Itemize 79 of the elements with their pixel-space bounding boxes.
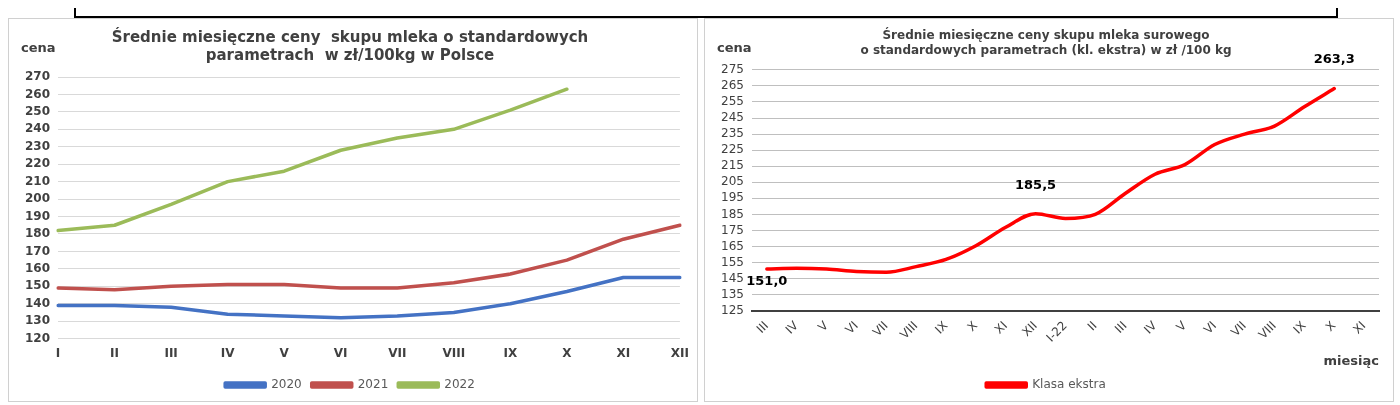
x-tick-label: IV bbox=[1141, 317, 1160, 337]
y-tick-label: 160 bbox=[24, 260, 51, 275]
legend-label: 2022 bbox=[444, 377, 475, 392]
y-tick-label: 150 bbox=[24, 278, 51, 293]
x-tick-label: VIII bbox=[1255, 318, 1279, 342]
legend-label: 2020 bbox=[271, 377, 302, 392]
x-tick-label: II bbox=[1084, 318, 1100, 334]
y-tick-label: 240 bbox=[24, 121, 51, 136]
x-tick-label: XII bbox=[670, 345, 689, 360]
y-tick-label: 145 bbox=[721, 270, 744, 285]
y-tick-label: 225 bbox=[721, 142, 744, 157]
x-tick-label: IV bbox=[220, 345, 236, 360]
x-tick-label: III bbox=[1112, 318, 1130, 336]
text: Średnie miesięczne ceny skupu mleka surowego bbox=[882, 28, 1210, 43]
x-tick-label: XI bbox=[991, 318, 1011, 337]
x-tick-label: VII bbox=[1228, 318, 1249, 340]
y-tick-label: 255 bbox=[721, 94, 744, 109]
x-tick-label: X bbox=[964, 318, 981, 335]
line-series bbox=[765, 86, 1336, 275]
y-tick-label: 140 bbox=[24, 295, 51, 310]
y-tick-label: 200 bbox=[24, 191, 51, 206]
x-tick-label: III bbox=[753, 318, 772, 336]
x-axis-title: miesiąc bbox=[1323, 352, 1379, 368]
y-tick-label: 230 bbox=[24, 138, 51, 153]
x-tick-label: X bbox=[562, 345, 573, 360]
data-label: 263,3 bbox=[1313, 51, 1355, 67]
x-tick-label: XI bbox=[616, 345, 631, 360]
y-tick-label: 135 bbox=[721, 286, 744, 301]
x-tick-label: VIII bbox=[442, 345, 466, 360]
y-tick-label: 220 bbox=[24, 156, 51, 171]
y-tick-label: 130 bbox=[24, 313, 51, 328]
y-tick-label: 125 bbox=[721, 302, 744, 317]
x-tick-label: V bbox=[815, 317, 832, 335]
y-tick-label: 215 bbox=[721, 158, 744, 173]
y-tick-label: 250 bbox=[24, 104, 51, 118]
y-tick-label: 155 bbox=[721, 254, 744, 269]
x-tick-label: IX bbox=[503, 345, 518, 360]
x-tick-label: X bbox=[1322, 318, 1339, 335]
x-tick-label: XI bbox=[1350, 318, 1369, 337]
y-axis-title: cena bbox=[21, 40, 56, 56]
x-tick-label: IX bbox=[932, 318, 951, 337]
y-tick-label: 190 bbox=[24, 208, 51, 223]
y-tick-label: 170 bbox=[24, 243, 51, 258]
text: parametrach w zł/100kg w Polsce bbox=[205, 45, 495, 64]
x-tick-label: VI bbox=[842, 318, 861, 337]
data-label: 185,5 bbox=[1015, 176, 1057, 192]
y-tick-label: 185 bbox=[721, 206, 744, 221]
x-tick-label: II bbox=[110, 345, 120, 360]
x-tick-label: XII bbox=[1019, 318, 1040, 340]
y-tick-label: 245 bbox=[721, 110, 744, 125]
y-tick-label: 165 bbox=[721, 238, 744, 253]
y-tick-label: 260 bbox=[24, 86, 51, 101]
x-tick-label: I bbox=[55, 345, 61, 360]
y-tick-label: 270 bbox=[24, 69, 51, 84]
y-tick-label: 120 bbox=[24, 330, 51, 345]
x-tick-label: V bbox=[1173, 317, 1190, 335]
x-tick-label: VII bbox=[869, 318, 891, 340]
y-tick-label: 275 bbox=[721, 61, 744, 76]
y-axis-title: cena bbox=[717, 40, 752, 56]
x-tick-label: VI bbox=[1200, 318, 1220, 337]
y-tick-label: 175 bbox=[721, 222, 744, 237]
y-tick-label: 195 bbox=[721, 190, 744, 205]
y-tick-label: 265 bbox=[721, 78, 744, 92]
x-tick-label: VI bbox=[333, 345, 348, 360]
y-tick-label: 205 bbox=[721, 174, 744, 189]
text: o standardowych parametrach (kl. ekstra) w zł /100 kg bbox=[860, 42, 1232, 57]
legend-label: 2021 bbox=[357, 377, 389, 392]
y-tick-label: 235 bbox=[721, 126, 744, 141]
x-tick-label: VII bbox=[388, 345, 407, 360]
y-tick-label: 180 bbox=[24, 226, 51, 241]
x-tick-label: IV bbox=[782, 317, 802, 337]
text: Średnie miesięczne ceny skupu mleka o standardowych bbox=[111, 27, 589, 46]
x-tick-label: VIII bbox=[897, 318, 921, 342]
legend-label: Klasa ekstra bbox=[1032, 377, 1106, 392]
y-tick-label: 210 bbox=[24, 173, 51, 188]
x-tick-label: IX bbox=[1290, 318, 1309, 337]
data-label: 151,0 bbox=[746, 272, 788, 288]
x-tick-label: III bbox=[164, 345, 178, 360]
x-tick-label: V bbox=[279, 345, 290, 360]
